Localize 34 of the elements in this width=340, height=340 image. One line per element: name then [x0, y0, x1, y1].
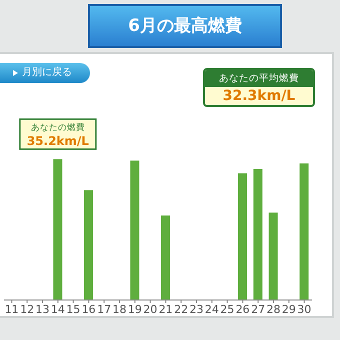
bar	[238, 173, 247, 300]
text: 32.3km/L	[222, 87, 296, 105]
bar	[268, 212, 278, 300]
text: あなたの燃費	[30, 122, 85, 134]
x-tick-label: 17	[97, 302, 112, 316]
x-tick-label: 21	[158, 302, 173, 316]
annotation: 35.2km/L	[26, 134, 90, 148]
bar	[130, 160, 140, 300]
x-tick-label: 23	[190, 302, 204, 316]
bar	[300, 163, 309, 300]
x-tick-label: 24	[204, 302, 219, 316]
x-tick-label: 27	[251, 302, 266, 316]
x-tick-label: 29	[282, 302, 296, 316]
x-tick-label: 18	[112, 302, 126, 316]
x-tick-label: 12	[20, 302, 34, 316]
bar	[253, 169, 262, 300]
x-tick-label: 19	[128, 302, 142, 316]
x-tick-label: 20	[143, 302, 158, 316]
bar	[84, 190, 93, 300]
x-tick-label: 15	[66, 302, 80, 316]
bar	[53, 159, 62, 300]
x-tick-label: 16	[82, 302, 96, 316]
x-tick-label: 11	[4, 302, 19, 316]
text: あなたの平均燃費	[205, 70, 313, 87]
x-tick-label: 25	[220, 302, 234, 316]
text: 月別に戻る	[0, 63, 90, 83]
x-tick-label: 28	[266, 302, 280, 316]
x-tick-label: 26	[236, 302, 250, 316]
x-tick-label: 30	[297, 302, 312, 316]
x-tick-label: 13	[36, 302, 50, 316]
chart-title: 6月の最高燃費	[88, 4, 282, 48]
x-tick-label: 22	[174, 302, 188, 316]
bar	[161, 215, 170, 300]
x-tick-label: 14	[50, 302, 65, 316]
